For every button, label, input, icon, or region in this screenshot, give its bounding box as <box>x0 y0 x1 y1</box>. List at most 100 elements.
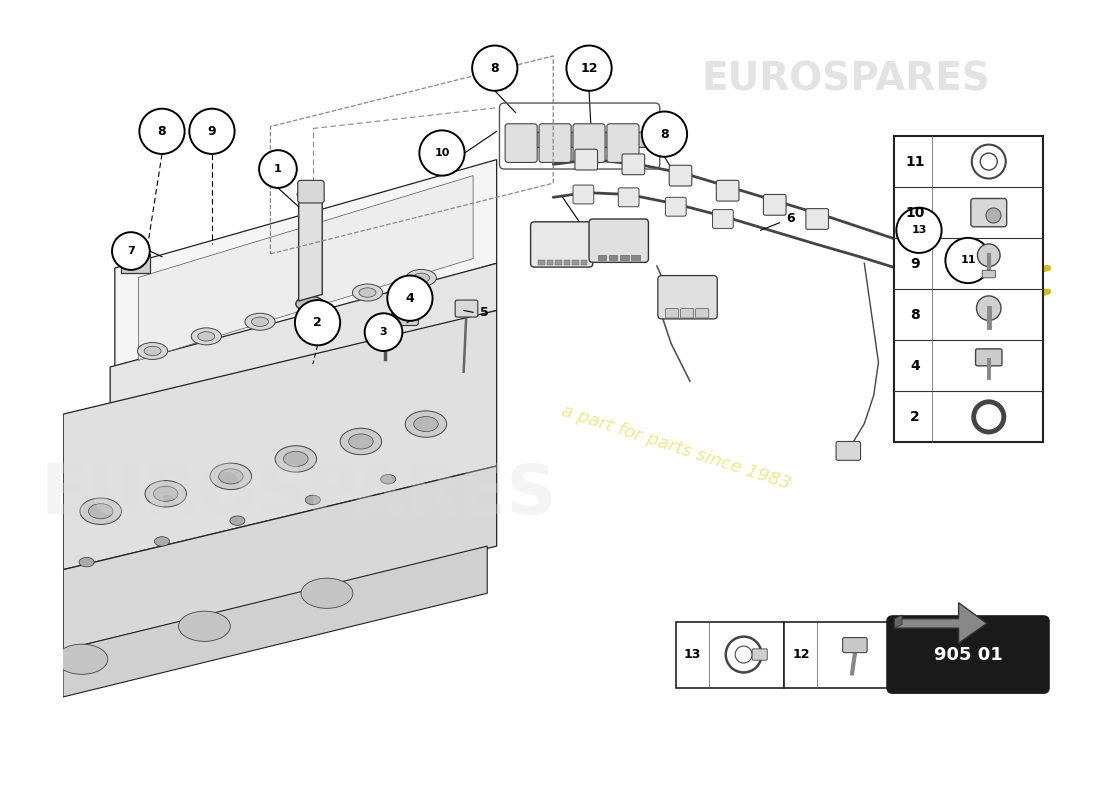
FancyBboxPatch shape <box>618 188 639 206</box>
FancyBboxPatch shape <box>588 219 648 262</box>
FancyBboxPatch shape <box>573 185 594 204</box>
Polygon shape <box>299 194 322 301</box>
FancyBboxPatch shape <box>894 136 1044 442</box>
Circle shape <box>295 300 340 346</box>
FancyBboxPatch shape <box>298 180 324 203</box>
Polygon shape <box>139 176 473 361</box>
FancyBboxPatch shape <box>681 309 694 318</box>
Text: 905 01: 905 01 <box>934 646 1002 663</box>
Circle shape <box>260 150 297 188</box>
Circle shape <box>974 402 1004 432</box>
Text: 10: 10 <box>905 206 925 220</box>
FancyBboxPatch shape <box>608 255 617 261</box>
Ellipse shape <box>405 411 447 438</box>
Ellipse shape <box>412 274 430 282</box>
Polygon shape <box>894 602 987 643</box>
FancyBboxPatch shape <box>982 270 996 278</box>
Ellipse shape <box>88 504 113 518</box>
Text: 2: 2 <box>911 410 920 424</box>
Ellipse shape <box>301 578 353 608</box>
Circle shape <box>896 208 942 253</box>
FancyBboxPatch shape <box>563 261 570 265</box>
Circle shape <box>112 232 150 270</box>
FancyBboxPatch shape <box>597 255 606 261</box>
FancyBboxPatch shape <box>716 180 739 201</box>
FancyBboxPatch shape <box>631 255 640 261</box>
FancyBboxPatch shape <box>621 154 645 174</box>
FancyBboxPatch shape <box>713 210 734 229</box>
Circle shape <box>419 130 464 176</box>
FancyBboxPatch shape <box>556 261 562 265</box>
Ellipse shape <box>145 481 187 507</box>
Ellipse shape <box>340 428 382 454</box>
FancyBboxPatch shape <box>971 198 1006 226</box>
Ellipse shape <box>406 270 437 286</box>
FancyBboxPatch shape <box>752 649 767 660</box>
Polygon shape <box>58 414 63 650</box>
FancyBboxPatch shape <box>843 638 867 653</box>
Ellipse shape <box>230 516 245 526</box>
Ellipse shape <box>381 474 396 484</box>
Text: 1: 1 <box>274 164 282 174</box>
Text: a part for parts since 1983: a part for parts since 1983 <box>559 402 793 493</box>
FancyBboxPatch shape <box>392 303 418 326</box>
Circle shape <box>977 296 1001 321</box>
FancyBboxPatch shape <box>573 124 605 162</box>
Ellipse shape <box>414 417 438 431</box>
FancyBboxPatch shape <box>572 261 579 265</box>
Ellipse shape <box>252 317 268 326</box>
Text: 8: 8 <box>660 128 669 141</box>
Ellipse shape <box>297 188 323 201</box>
Ellipse shape <box>154 537 169 546</box>
Circle shape <box>472 46 517 90</box>
Ellipse shape <box>80 498 121 525</box>
Ellipse shape <box>191 328 221 345</box>
FancyBboxPatch shape <box>887 616 1049 693</box>
Circle shape <box>365 314 403 351</box>
Text: 2: 2 <box>314 316 322 329</box>
Ellipse shape <box>378 331 393 341</box>
FancyBboxPatch shape <box>666 309 679 318</box>
Text: 5: 5 <box>480 306 488 319</box>
Ellipse shape <box>296 296 324 311</box>
Text: EUROSPARES: EUROSPARES <box>41 461 557 528</box>
Ellipse shape <box>178 611 230 642</box>
Text: 8: 8 <box>157 125 166 138</box>
FancyBboxPatch shape <box>836 442 860 460</box>
Text: 7: 7 <box>126 246 135 256</box>
Circle shape <box>566 46 612 90</box>
Circle shape <box>726 637 761 673</box>
Circle shape <box>189 109 234 154</box>
Text: 11: 11 <box>960 255 976 266</box>
Polygon shape <box>114 160 497 372</box>
FancyBboxPatch shape <box>538 261 544 265</box>
Text: 12: 12 <box>792 648 810 661</box>
FancyBboxPatch shape <box>530 222 593 267</box>
Ellipse shape <box>306 302 322 312</box>
Ellipse shape <box>284 451 308 466</box>
Circle shape <box>387 275 432 321</box>
Text: 6: 6 <box>786 213 795 226</box>
Ellipse shape <box>198 332 214 341</box>
Ellipse shape <box>79 558 95 567</box>
Circle shape <box>971 145 1005 178</box>
Ellipse shape <box>275 446 317 472</box>
FancyBboxPatch shape <box>509 132 659 147</box>
Circle shape <box>978 244 1000 266</box>
Polygon shape <box>110 263 497 414</box>
FancyBboxPatch shape <box>505 124 537 162</box>
FancyBboxPatch shape <box>658 275 717 319</box>
FancyBboxPatch shape <box>675 622 784 687</box>
Ellipse shape <box>352 284 383 301</box>
Polygon shape <box>121 240 150 273</box>
Ellipse shape <box>210 463 252 490</box>
Text: 9: 9 <box>208 125 217 138</box>
FancyBboxPatch shape <box>784 622 892 687</box>
Polygon shape <box>63 546 487 697</box>
Circle shape <box>735 646 752 663</box>
Circle shape <box>641 111 688 157</box>
FancyBboxPatch shape <box>575 150 597 170</box>
Ellipse shape <box>299 298 329 316</box>
Ellipse shape <box>154 486 178 502</box>
Text: 4: 4 <box>911 359 920 373</box>
